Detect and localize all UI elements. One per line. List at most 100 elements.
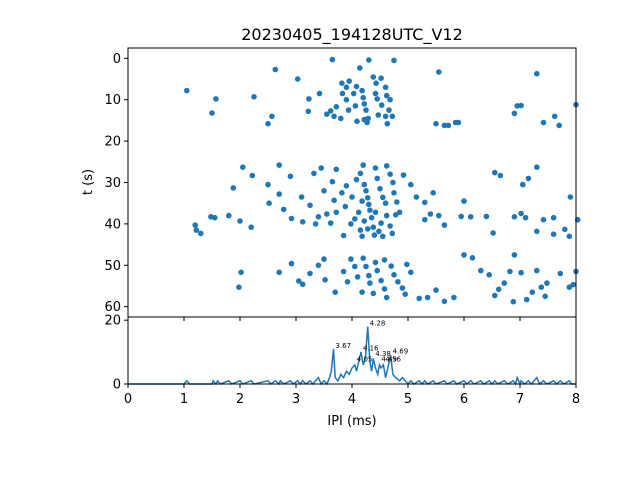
peak-label: 4.69 [393,348,409,356]
raster-point [424,294,431,301]
raster-point [538,284,545,291]
raster-point [236,284,242,291]
raster-point [458,213,465,220]
raster-point [387,171,393,177]
raster-point [298,194,305,200]
raster-point [495,286,502,293]
raster-point [353,83,360,90]
raster-point [372,259,379,266]
raster-point [383,294,390,301]
raster-point [408,181,414,188]
raster-point [518,269,524,276]
raster-point [427,211,434,217]
peak-label: 4.16 [363,345,379,353]
raster-point [540,119,547,126]
raster-point [327,220,334,226]
raster-point [315,262,322,269]
raster-point [492,292,498,299]
raster-point [378,75,384,81]
raster-point [383,212,390,219]
raster-point [327,108,334,114]
raster-point [339,80,345,86]
raster-point [557,270,564,277]
raster-point [511,214,518,220]
raster-point [318,165,325,171]
peak-label: 4.49 [381,355,397,363]
raster-point [350,90,357,97]
raster-point [339,90,346,97]
raster-point [354,118,360,125]
raster-point [391,57,397,64]
peak-label: 4.56 [385,355,401,363]
raster-point [340,232,347,239]
raster-point [544,280,550,286]
raster-point [276,269,283,276]
raster-point [378,102,385,108]
raster-point [483,213,490,220]
raster-point [534,267,540,274]
raster-point [387,96,393,103]
raster-point [374,96,381,102]
raster-point [395,279,401,285]
raster-point [288,215,295,222]
raster-point [357,227,364,233]
raster-point [361,116,368,123]
raster-point [376,228,382,235]
raster-point [354,274,361,280]
raster-point [352,103,359,109]
raster-point [523,296,530,303]
raster-point [324,211,330,217]
raster-point [370,224,377,230]
raster-point [433,120,439,127]
raster-point [192,222,198,228]
raster-point [371,232,378,238]
raster-point [287,173,294,180]
peak-label: 4.05 [357,355,373,363]
raster-point [359,198,365,204]
raster-y-tick-label: 40 [104,217,121,232]
histogram-x-tick-label: 7 [516,392,524,407]
raster-point [540,216,547,223]
raster-y-tick-label: 30 [104,176,121,191]
raster-point [331,197,337,204]
raster-point [430,190,437,196]
raster-point [478,267,484,274]
raster-y-tick-label: 50 [104,259,121,274]
raster-point [386,107,392,113]
histogram-x-tick-label: 1 [180,392,188,407]
raster-point [370,290,377,297]
raster-point [333,104,340,110]
raster-point [400,172,407,178]
raster-point [363,107,369,113]
raster-point [329,178,336,185]
raster-point [213,96,219,102]
peak-label: 3.67 [336,342,352,350]
raster-point [396,209,403,216]
raster-point [461,252,467,258]
peak-label: 4.28 [370,320,386,328]
raster-point [534,228,540,235]
raster-point [469,254,476,261]
raster-point [299,281,306,288]
raster-point [355,209,362,216]
raster-point [367,280,373,286]
raster-point [384,120,391,127]
raster-point [249,172,256,179]
raster-point [562,226,568,233]
raster-point [331,113,337,120]
raster-point [382,200,389,206]
raster-point [441,122,448,129]
raster-point [345,107,352,113]
raster-point [321,188,327,194]
raster-point [382,113,389,120]
histogram-x-axis-label: IPI (ms) [327,414,376,429]
raster-point [372,90,379,97]
raster-point [366,272,372,279]
raster-point [306,96,312,102]
raster-point [363,263,369,270]
raster-point [360,162,367,168]
raster-point [391,272,397,278]
raster-point [280,206,287,213]
raster-point [551,113,558,120]
histogram-x-tick-label: 4 [348,392,356,407]
